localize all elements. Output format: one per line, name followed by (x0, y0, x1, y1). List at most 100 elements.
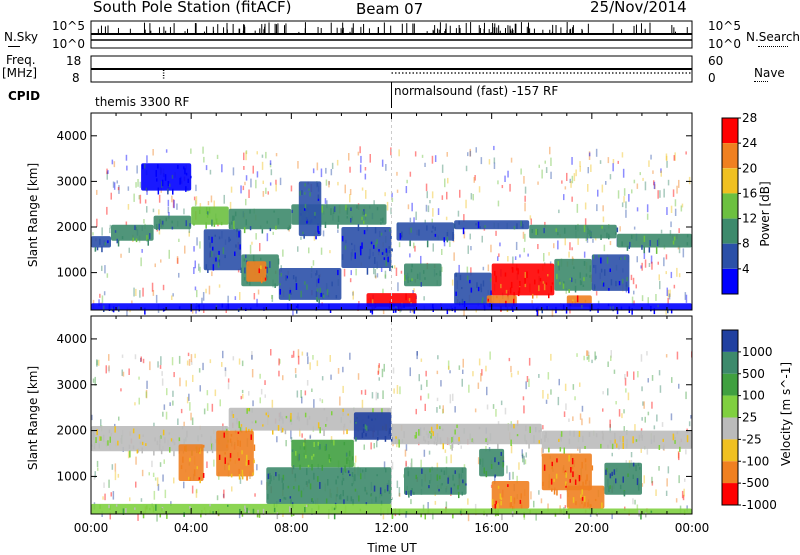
velocity-echo-cell (571, 466, 574, 470)
power-speckle (232, 167, 235, 176)
velocity-speckle (624, 377, 627, 386)
power-speckle (568, 251, 570, 258)
power-echo-cell (653, 308, 656, 315)
velocity-speckle (500, 400, 503, 406)
velocity-echo-cell (252, 508, 255, 515)
power-speckle (194, 200, 197, 207)
velocity-speckle (108, 365, 110, 371)
velocity-echo-cell (395, 436, 397, 439)
power-speckle (648, 263, 651, 267)
velocity-echo-cell (364, 424, 367, 430)
velocity-echo-cell (289, 506, 291, 513)
velocity-echo-cell (607, 444, 609, 449)
velocity-echo-cell (485, 470, 488, 478)
velocity-echo-cell (676, 431, 679, 435)
velocity-colorbar-swatch (722, 417, 738, 440)
power-speckle (240, 185, 242, 194)
velocity-speckle (547, 372, 550, 380)
velocity-echo-cell (241, 474, 244, 480)
velocity-echo-cell (269, 472, 271, 479)
power-echo-cell (650, 305, 652, 312)
velocity-speckle (191, 485, 194, 494)
power-speckle (324, 198, 327, 204)
power-echo-cell (392, 309, 395, 313)
velocity-speckle (665, 490, 668, 496)
velocity-echo-cell (347, 470, 350, 474)
power-speckle (622, 168, 625, 178)
velocity-echo-cell (246, 476, 248, 481)
power-echo-cell (331, 281, 333, 287)
power-echo-cell (183, 166, 185, 170)
power-echo-cell (589, 275, 591, 278)
velocity-echo-cell (388, 490, 391, 494)
velocity-echo-cell (99, 504, 101, 509)
velocity-echo-cell (128, 444, 131, 449)
velocity-echo-cell (384, 489, 386, 493)
velocity-echo-cell (253, 444, 256, 451)
velocity-speckle (611, 452, 613, 457)
velocity-speckle (97, 467, 99, 471)
velocity-echo-cell (540, 438, 543, 445)
velocity-speckle (161, 378, 164, 386)
power-speckle (414, 245, 416, 252)
velocity-speckle (306, 352, 309, 357)
power-echo-cell (362, 211, 364, 215)
velocity-ytick-label: 3000 (56, 378, 87, 392)
power-echo-cell (579, 272, 581, 279)
power-speckle (481, 235, 483, 243)
power-echo-cell (557, 232, 559, 236)
velocity-speckle (223, 489, 225, 499)
power-echo-cell (432, 304, 434, 308)
velocity-speckle (290, 437, 293, 442)
power-speckle (343, 268, 346, 277)
power-speckle (195, 184, 197, 192)
velocity-speckle (169, 402, 171, 406)
power-speckle (411, 309, 414, 313)
power-speckle (152, 290, 155, 296)
velocity-speckle (399, 386, 401, 395)
velocity-echo-cell (355, 437, 357, 442)
power-echo-cell (316, 297, 318, 302)
velocity-echo-cell (683, 509, 686, 515)
power-speckle (250, 178, 252, 188)
velocity-speckle (625, 388, 627, 393)
power-speckle (631, 189, 633, 194)
power-echo-cell (316, 183, 319, 187)
power-speckle (493, 145, 495, 151)
power-echo-cell (230, 221, 233, 225)
velocity-speckle (260, 480, 263, 485)
power-speckle (669, 230, 672, 236)
velocity-echo-cell (370, 493, 373, 496)
velocity-speckle (508, 472, 511, 480)
power-speckle (674, 152, 676, 161)
velocity-echo-cell (580, 494, 582, 499)
power-echo-cell (350, 218, 352, 223)
power-echo-region (341, 227, 392, 268)
velocity-speckle (140, 356, 142, 362)
velocity-speckle (678, 383, 680, 389)
power-echo-cell (686, 242, 689, 246)
power-speckle (269, 182, 272, 186)
velocity-speckle (190, 412, 192, 421)
velocity-speckle (678, 475, 680, 484)
velocity-speckle (259, 373, 261, 379)
power-speckle (603, 244, 606, 252)
velocity-echo-cell (380, 500, 383, 506)
velocity-speckle (301, 351, 304, 356)
velocity-speckle (307, 356, 309, 365)
velocity-echo-cell (494, 504, 496, 510)
power-echo-cell (616, 307, 619, 315)
power-speckle (196, 289, 198, 298)
velocity-echo-cell (639, 467, 641, 470)
power-speckle (441, 164, 444, 173)
power-speckle (564, 186, 567, 190)
velocity-echo-cell (298, 416, 300, 422)
velocity-colorbar-swatch (722, 373, 738, 396)
velocity-speckle (683, 488, 685, 497)
velocity-speckle (632, 498, 634, 505)
power-echo-cell (147, 239, 149, 246)
power-speckle (221, 164, 223, 173)
power-echo-cell (213, 222, 216, 227)
power-speckle (140, 257, 142, 267)
velocity-ytick-label: 1000 (56, 469, 87, 483)
